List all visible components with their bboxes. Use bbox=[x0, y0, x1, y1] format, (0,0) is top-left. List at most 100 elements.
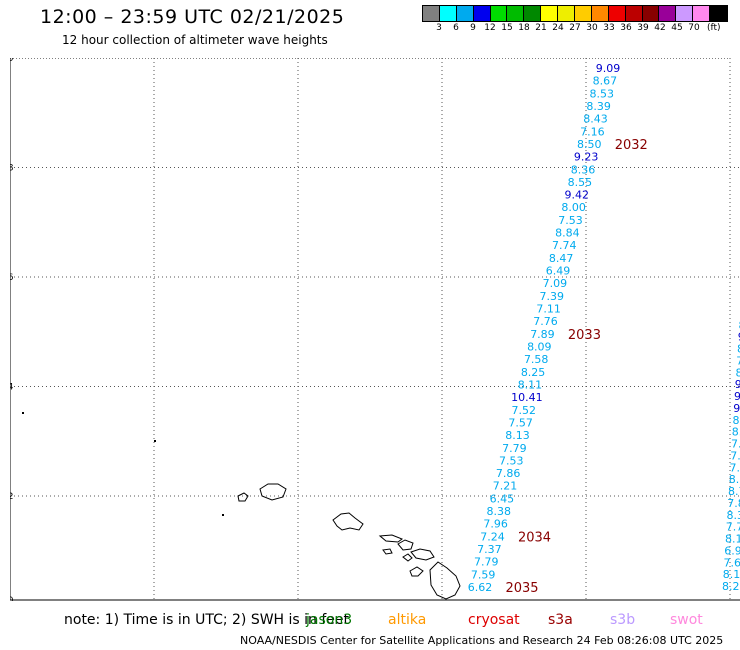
wave-height-label: 8.36 bbox=[571, 163, 596, 176]
color-scale-cell bbox=[473, 6, 491, 21]
color-scale-label: 36 bbox=[620, 23, 632, 33]
wave-height-label: 9.42 bbox=[565, 189, 590, 202]
wave-height-label: 8.84 bbox=[555, 227, 580, 240]
wave-height-label: 7.53 bbox=[558, 214, 583, 227]
color-scale-cell bbox=[541, 6, 559, 21]
wave-height-label: 8 bbox=[736, 366, 740, 379]
wave-height-label: 8.67 bbox=[593, 75, 618, 88]
wave-height-label: 8.19 bbox=[723, 568, 740, 581]
color-scale-cell bbox=[693, 6, 711, 21]
color-scale-cell bbox=[524, 6, 542, 21]
color-scale-cell bbox=[676, 6, 694, 21]
island-dot bbox=[222, 514, 224, 516]
island-outline bbox=[382, 548, 393, 555]
wave-height-label: 7.21 bbox=[493, 480, 518, 493]
wave-height-label: 8.7 bbox=[728, 485, 740, 498]
color-scale-label: 9 bbox=[470, 23, 476, 33]
color-scale-label: 33 bbox=[603, 23, 615, 33]
wave-height-label: 7.57 bbox=[508, 416, 533, 429]
y-tick-label: 28 bbox=[10, 164, 14, 174]
wave-height-label: 7.86 bbox=[496, 467, 521, 480]
color-scale-label: 27 bbox=[569, 23, 581, 33]
color-scale-labels: (ft) 3 6 9 12 15 18 21 24 27 30 33 36 39 42 45 70 bbox=[422, 22, 728, 36]
y-tick-label: 30 bbox=[10, 58, 14, 64]
wave-height-label: 7.96 bbox=[483, 518, 508, 531]
satellite-legend-item: jason3 bbox=[306, 612, 353, 628]
wave-height-label: 7.4 bbox=[730, 461, 740, 474]
wave-height-label: 7.74 bbox=[552, 239, 577, 252]
wave-height-label: 7.79 bbox=[474, 556, 499, 569]
wave-height-label: 8.11 bbox=[518, 378, 543, 391]
wave-height-label: 8 bbox=[737, 343, 740, 356]
wave-height-label: 6.45 bbox=[490, 492, 515, 505]
wave-height-label: 6.98 bbox=[724, 544, 740, 557]
wave-height-label: 9.09 bbox=[596, 62, 621, 75]
wave-height-label: 6.49 bbox=[546, 265, 571, 278]
wave-height-label: 8.43 bbox=[583, 113, 608, 126]
color-scale-label: 42 bbox=[654, 23, 666, 33]
wave-height-label: 8.00 bbox=[561, 201, 586, 214]
wave-height-label: 7.11 bbox=[536, 303, 561, 316]
island-dot bbox=[154, 440, 156, 442]
color-scale-label: 6 bbox=[453, 23, 459, 33]
wave-height-label: 9 bbox=[738, 331, 740, 344]
color-scale-cell bbox=[710, 6, 728, 21]
track-time-label: 2033 bbox=[568, 328, 601, 343]
color-scale-cell bbox=[456, 6, 474, 21]
color-scale-label: 3 bbox=[436, 23, 442, 33]
wave-height-label: 8.7 bbox=[733, 414, 740, 427]
wave-height-label: 7.79 bbox=[502, 442, 527, 455]
color-scale-cell bbox=[575, 6, 592, 21]
footer-credit: NOAA/NESDIS Center for Satellite Applica… bbox=[240, 634, 724, 647]
color-scale-label: 45 bbox=[671, 23, 683, 33]
color-scale-unit: (ft) bbox=[707, 23, 721, 33]
color-scale-cell bbox=[625, 6, 643, 21]
satellite-legend-item: swot bbox=[670, 612, 703, 628]
footer-note: note: 1) Time is in UTC; 2) SWH is in fe… bbox=[64, 612, 350, 628]
satellite-legend-item: altika bbox=[388, 612, 427, 628]
color-scale-label: 39 bbox=[637, 23, 649, 33]
wave-height-label: 7.89 bbox=[530, 328, 555, 341]
island-outline bbox=[378, 534, 404, 543]
island-outline bbox=[402, 553, 413, 562]
wave-height-label: 7 bbox=[736, 354, 740, 367]
track-time-label: 2032 bbox=[615, 138, 648, 153]
island-dot bbox=[22, 412, 24, 414]
wave-height-label: 8.39 bbox=[586, 100, 611, 113]
wave-height-label: 7.87 bbox=[727, 497, 740, 510]
y-tick-label: 22 bbox=[10, 492, 13, 502]
wave-height-label: 7.09 bbox=[543, 277, 568, 290]
wave-height-label: 8.53 bbox=[590, 87, 615, 100]
wave-height-label: 8.55 bbox=[568, 176, 593, 189]
track-time-label: 2034 bbox=[518, 530, 551, 545]
wave-height-label: 10.41 bbox=[511, 391, 543, 404]
island-outline bbox=[409, 566, 424, 577]
wave-height-label: 8.28 bbox=[722, 580, 740, 593]
color-scale-label: 21 bbox=[535, 23, 547, 33]
wave-height-label: 7.53 bbox=[499, 454, 524, 467]
color-scale-bar bbox=[422, 5, 728, 22]
wave-height-label: 7.16 bbox=[580, 125, 605, 138]
y-tick-label: 24 bbox=[10, 383, 14, 393]
color-scale-cell bbox=[423, 6, 440, 21]
color-scale-cell bbox=[507, 6, 525, 21]
color-scale-label: 24 bbox=[552, 23, 564, 33]
color-scale-label: 70 bbox=[688, 23, 700, 33]
color-scale-label: 12 bbox=[484, 23, 496, 33]
wave-height-label: 9 bbox=[734, 390, 740, 403]
wave-height-label: 7.6 bbox=[730, 449, 740, 462]
color-scale-cell bbox=[659, 6, 677, 21]
wave-height-label: 7.8 bbox=[731, 438, 740, 451]
wave-height-label: 7.76 bbox=[533, 315, 558, 328]
wave-height-label: 7.39 bbox=[540, 290, 565, 303]
satellite-legend-item: s3b bbox=[610, 612, 636, 628]
island-outline bbox=[237, 492, 249, 502]
wave-height-label: 7.59 bbox=[471, 568, 496, 581]
island-outline bbox=[332, 512, 364, 531]
wave-height-label: 9.2 bbox=[733, 402, 740, 415]
island-outline bbox=[397, 539, 414, 551]
wave-height-label: 8.09 bbox=[527, 340, 552, 353]
wave-height-map: 302826242220-165-162-159-156-153-159.098… bbox=[10, 58, 740, 601]
wave-height-label: 8.47 bbox=[549, 252, 574, 265]
wave-height-label: 8.25 bbox=[521, 366, 546, 379]
